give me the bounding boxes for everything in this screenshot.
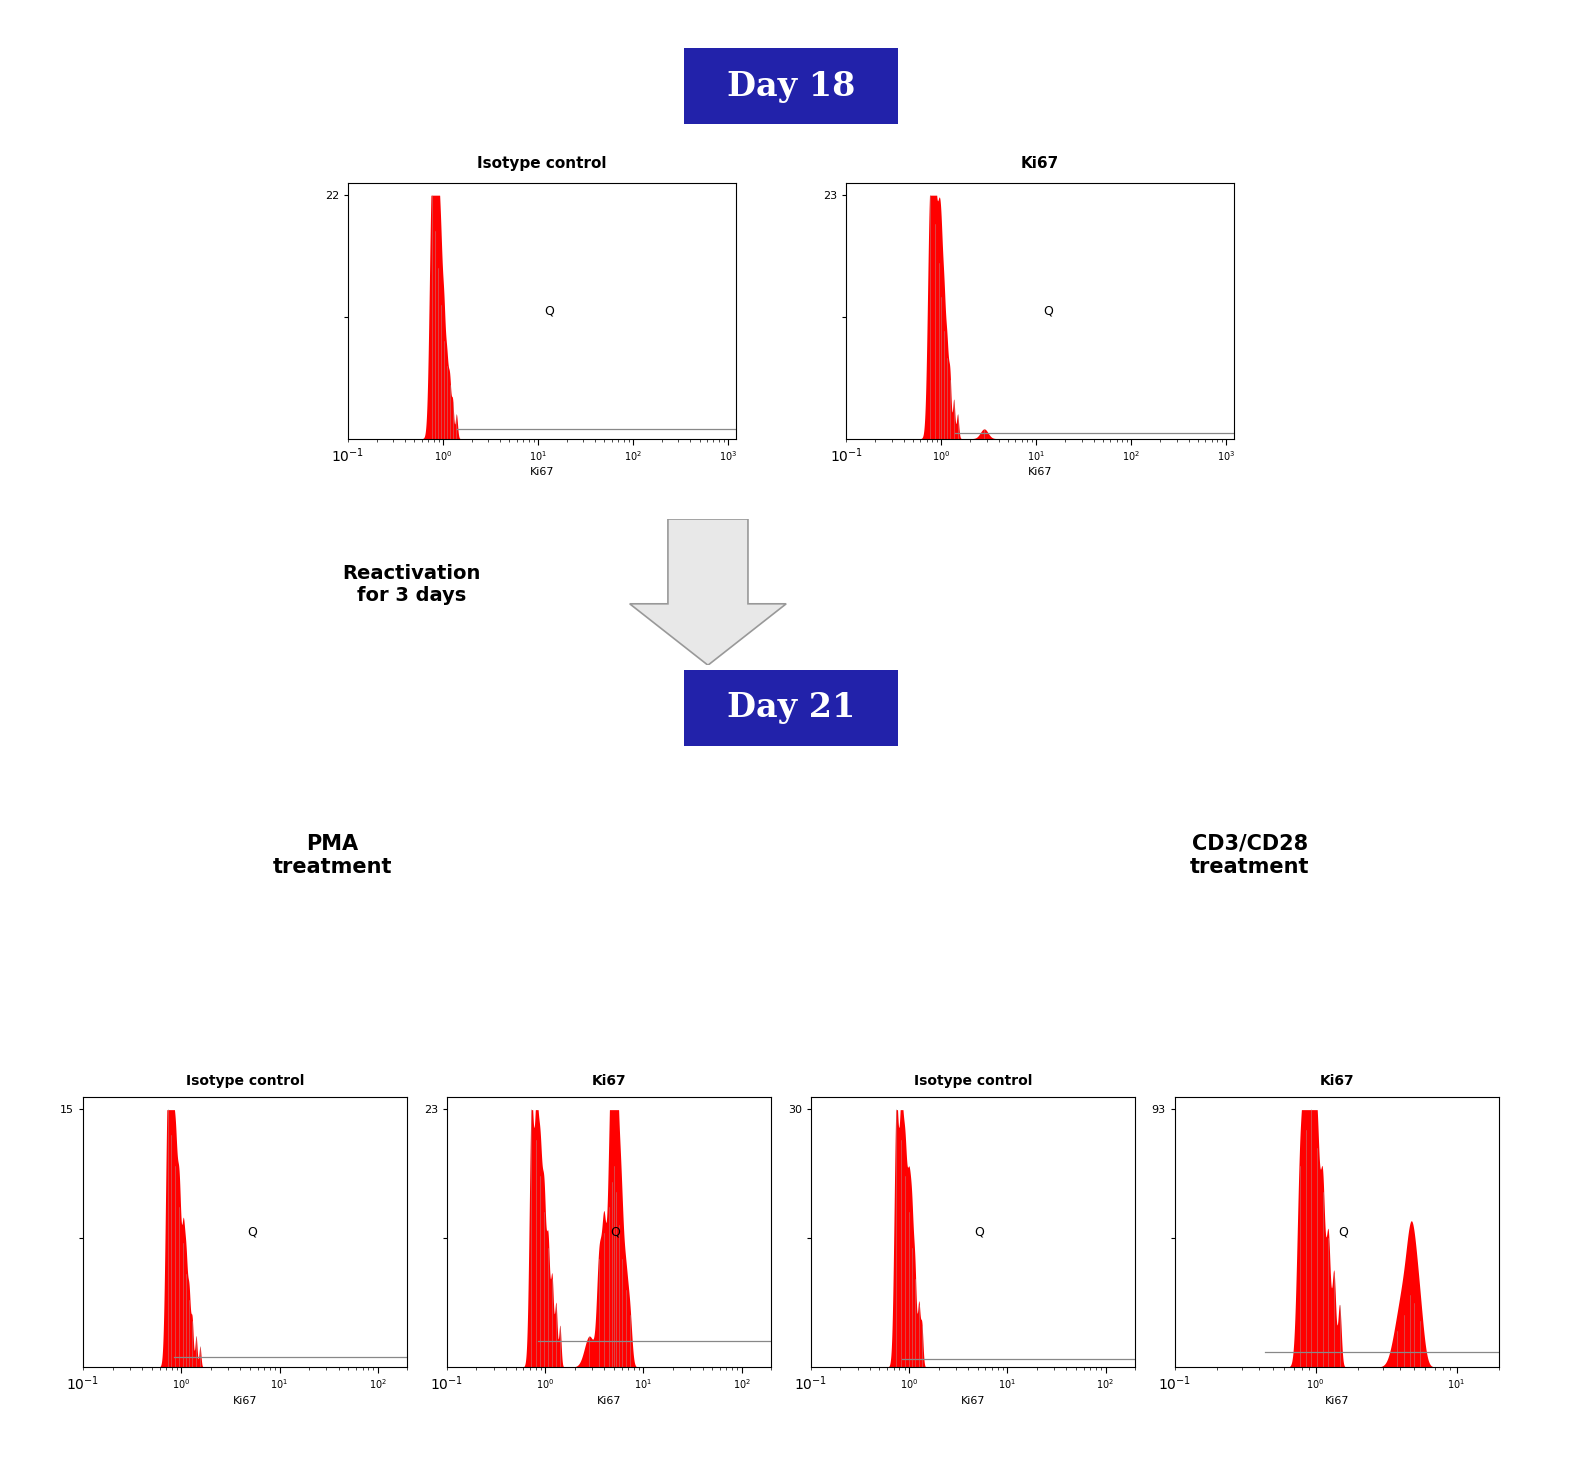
X-axis label: Ki67: Ki67 [960,1396,986,1406]
X-axis label: Ki67: Ki67 [233,1396,258,1406]
Text: Reactivation
for 3 days: Reactivation for 3 days [342,564,481,605]
Text: Day 18: Day 18 [726,70,856,102]
Text: Q: Q [247,1225,256,1238]
Text: Q: Q [1043,304,1054,317]
Polygon shape [630,519,786,665]
Text: Day 21: Day 21 [726,692,856,724]
Text: CD3/CD28
treatment: CD3/CD28 treatment [1190,833,1310,877]
Text: Ki67: Ki67 [1020,156,1060,171]
Text: Q: Q [1338,1225,1348,1238]
Text: Q: Q [975,1225,984,1238]
Text: PMA
treatment: PMA treatment [272,833,392,877]
X-axis label: Ki67: Ki67 [1324,1396,1349,1406]
Text: Isotype control: Isotype control [478,156,606,171]
Text: Q: Q [611,1225,620,1238]
Text: Isotype control: Isotype control [914,1073,1031,1088]
Text: Isotype control: Isotype control [187,1073,304,1088]
Text: Ki67: Ki67 [592,1073,626,1088]
Text: Ki67: Ki67 [1319,1073,1354,1088]
X-axis label: Ki67: Ki67 [1028,468,1052,478]
Text: Q: Q [544,304,555,317]
X-axis label: Ki67: Ki67 [530,468,554,478]
X-axis label: Ki67: Ki67 [596,1396,622,1406]
